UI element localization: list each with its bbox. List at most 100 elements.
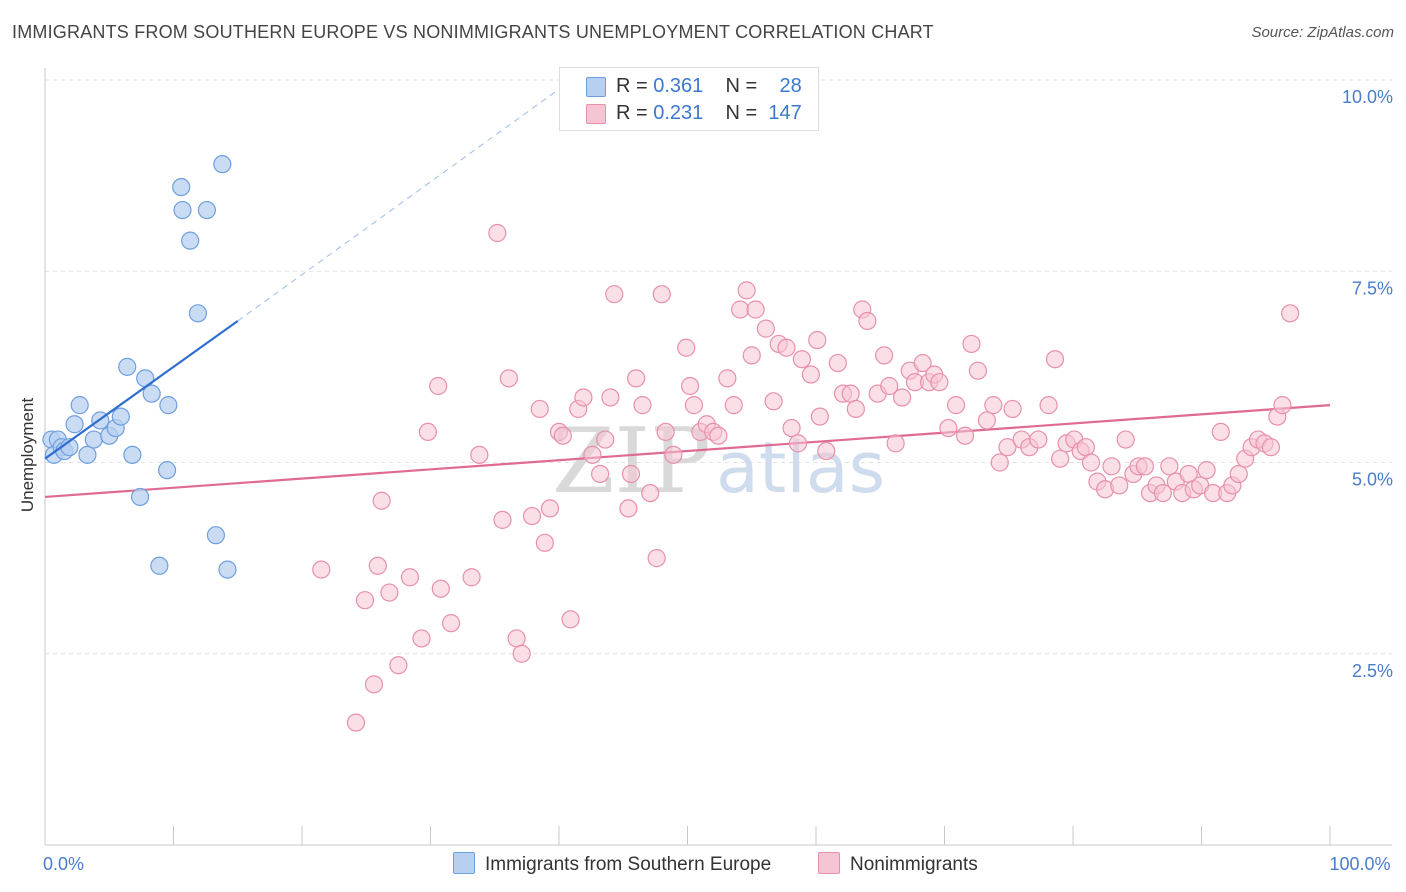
point-immigrants (84, 430, 103, 449)
point-nonimmigrants (680, 376, 700, 396)
legend-item-nonimmigrants: Nonimmigrants (818, 852, 978, 876)
point-nonimmigrants (1281, 304, 1300, 323)
trend-extension-immigrants (237, 88, 560, 322)
point-nonimmigrants (777, 338, 796, 357)
point-nonimmigrants (389, 656, 408, 675)
point-immigrants (173, 200, 192, 220)
point-nonimmigrants (990, 453, 1009, 472)
trend-layer (44, 88, 1331, 499)
legend-swatch-nonimmigrants (586, 104, 606, 124)
tick-label-layer: 2.5% 5.0% 7.5% 10.0% 0.0% 100.0% (43, 87, 1393, 874)
point-nonimmigrants (984, 396, 1003, 415)
point-nonimmigrants (530, 399, 549, 419)
x-tick-label: 0.0% (43, 854, 84, 874)
point-nonimmigrants (1197, 461, 1216, 480)
point-nonimmigrants (913, 353, 932, 373)
point-nonimmigrants (591, 464, 610, 484)
point-nonimmigrants (886, 434, 905, 453)
trend-line-nonimmigrants (44, 404, 1331, 499)
point-nonimmigrants (493, 510, 512, 529)
point-nonimmigrants (858, 311, 877, 331)
point-nonimmigrants (429, 376, 448, 396)
legend-swatch-nonimmigrants (818, 852, 840, 874)
point-nonimmigrants (1110, 476, 1129, 495)
point-nonimmigrants (946, 396, 966, 415)
point-nonimmigrants (782, 418, 801, 438)
point-nonimmigrants (355, 591, 375, 610)
point-nonimmigrants (418, 422, 438, 441)
point-nonimmigrants (621, 464, 641, 484)
point-nonimmigrants (512, 644, 531, 663)
point-nonimmigrants (488, 223, 507, 243)
point-nonimmigrants (764, 392, 783, 411)
points-layer (42, 155, 1300, 732)
point-nonimmigrants (1051, 449, 1070, 468)
point-nonimmigrants (380, 583, 399, 602)
point-nonimmigrants (601, 388, 620, 407)
point-nonimmigrants (962, 334, 981, 354)
point-nonimmigrants (788, 434, 808, 453)
point-nonimmigrants (1081, 453, 1101, 472)
point-nonimmigrants (540, 499, 560, 518)
axis-layer (44, 68, 1392, 846)
point-nonimmigrants (372, 491, 391, 510)
point-nonimmigrants (810, 407, 829, 426)
point-immigrants (181, 231, 200, 250)
legend-n-label: N = (725, 75, 758, 97)
point-immigrants (130, 487, 150, 507)
point-nonimmigrants (596, 430, 615, 449)
point-immigrants (213, 155, 232, 174)
correlation-legend: R = 0.361 N = 28 R = 0.231 N = 147 (559, 67, 819, 131)
point-nonimmigrants (431, 579, 450, 598)
point-nonimmigrants (892, 388, 912, 407)
point-nonimmigrants (1029, 430, 1048, 449)
point-nonimmigrants (977, 411, 997, 430)
point-nonimmigrants (756, 319, 775, 338)
point-nonimmigrants (364, 675, 384, 694)
watermark-zip: ZIP (552, 409, 711, 514)
point-nonimmigrants (553, 426, 572, 445)
point-nonimmigrants (462, 568, 481, 587)
point-nonimmigrants (684, 396, 704, 415)
point-nonimmigrants (742, 346, 761, 365)
point-nonimmigrants (801, 365, 820, 384)
point-immigrants (142, 384, 161, 403)
point-nonimmigrants (507, 629, 526, 648)
point-nonimmigrants (499, 369, 518, 388)
point-nonimmigrants (1153, 484, 1173, 503)
point-immigrants (70, 396, 89, 415)
point-nonimmigrants (312, 560, 331, 579)
point-nonimmigrants (605, 285, 624, 304)
y-tick-label: 10.0% (1342, 87, 1393, 107)
point-nonimmigrants (1211, 422, 1230, 441)
y-tick-label: 5.0% (1352, 470, 1393, 490)
point-nonimmigrants (1076, 438, 1095, 457)
point-immigrants (123, 445, 142, 464)
point-nonimmigrants (1160, 457, 1179, 476)
point-nonimmigrants (718, 369, 737, 388)
point-nonimmigrants (368, 556, 387, 575)
point-nonimmigrants (633, 396, 652, 415)
grid-layer (45, 79, 1392, 655)
point-nonimmigrants (746, 300, 765, 319)
point-immigrants (218, 560, 237, 579)
point-nonimmigrants (930, 373, 949, 392)
point-nonimmigrants (346, 713, 366, 732)
point-nonimmigrants (441, 614, 461, 633)
point-nonimmigrants (470, 445, 489, 464)
point-nonimmigrants (880, 376, 899, 396)
point-nonimmigrants (626, 369, 646, 388)
legend-r-value: 0.361 (653, 75, 704, 97)
trend-line-immigrants (44, 320, 239, 460)
legend-item-immigrants: Immigrants from Southern Europe (453, 852, 771, 876)
y-tick-label: 2.5% (1352, 661, 1393, 681)
point-nonimmigrants (619, 499, 638, 518)
point-nonimmigrants (808, 331, 827, 350)
point-nonimmigrants (574, 388, 593, 407)
legend-swatch-immigrants (586, 77, 606, 97)
point-nonimmigrants (1039, 396, 1058, 415)
point-immigrants (172, 178, 191, 197)
point-nonimmigrants (677, 338, 696, 357)
legend-label-immigrants: Immigrants from Southern Europe (485, 854, 772, 875)
point-nonimmigrants (561, 610, 580, 629)
